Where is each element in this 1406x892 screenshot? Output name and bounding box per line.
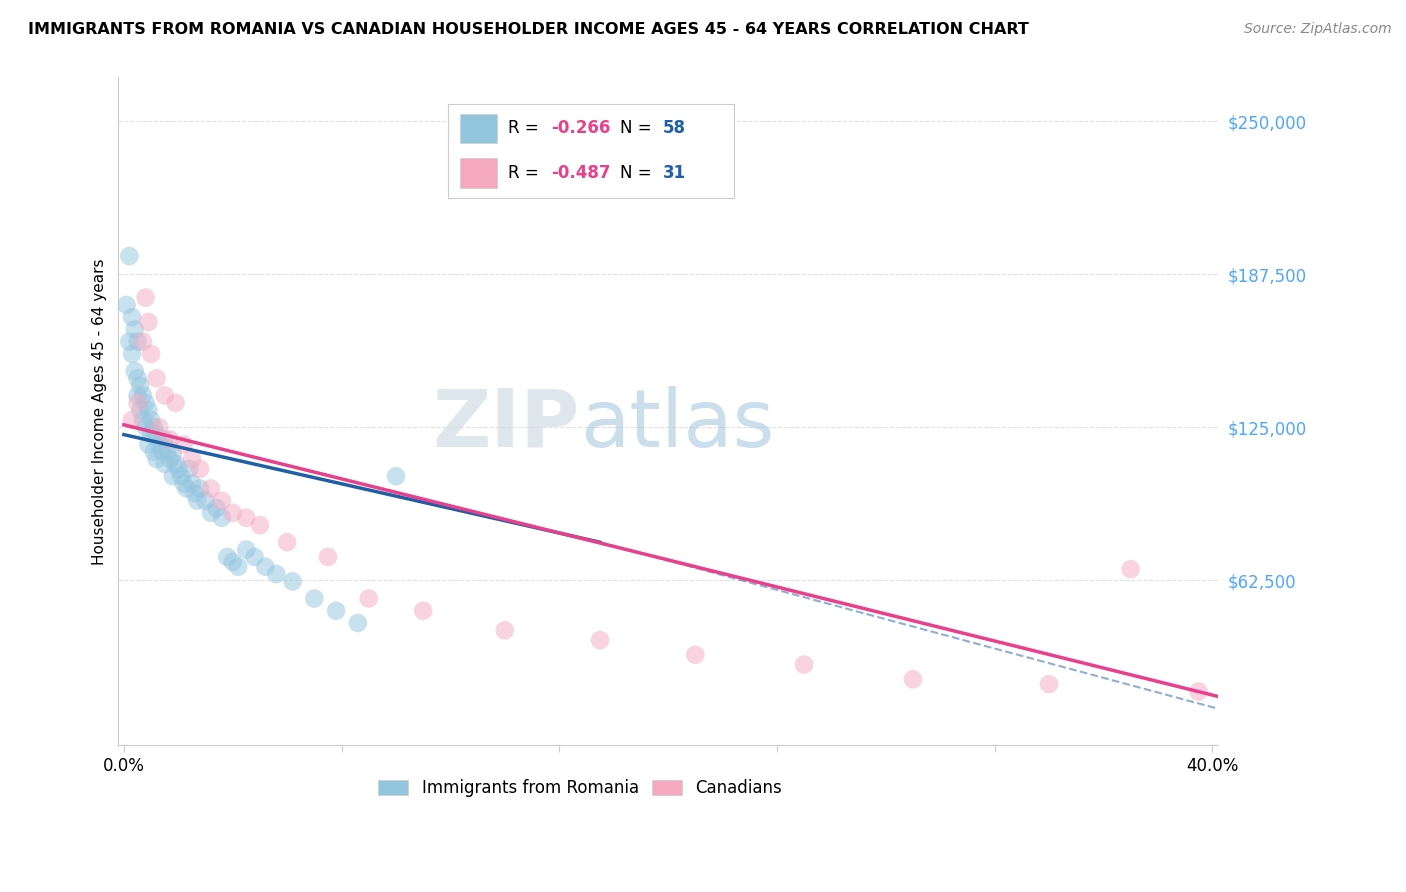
- Point: [148, 420, 170, 434]
- Point: [138, 315, 160, 329]
- Text: atlas: atlas: [581, 385, 775, 464]
- Point: [118, 249, 141, 263]
- Point: [145, 371, 167, 385]
- Point: [316, 549, 339, 564]
- Point: [148, 437, 170, 451]
- Point: [129, 403, 152, 417]
- Point: [124, 364, 146, 378]
- Point: [254, 559, 277, 574]
- Point: [183, 486, 205, 500]
- Point: [135, 420, 157, 434]
- Point: [153, 457, 176, 471]
- Point: [150, 444, 173, 458]
- Point: [304, 591, 326, 606]
- Point: [211, 510, 233, 524]
- Point: [226, 559, 249, 574]
- Point: [188, 482, 211, 496]
- Point: [139, 347, 162, 361]
- Point: [162, 469, 184, 483]
- Point: [180, 452, 202, 467]
- Point: [222, 506, 245, 520]
- Point: [173, 437, 195, 451]
- Point: [127, 396, 149, 410]
- Point: [129, 378, 152, 392]
- Point: [180, 476, 202, 491]
- Point: [249, 518, 271, 533]
- Point: [118, 334, 141, 349]
- Point: [142, 420, 165, 434]
- Point: [357, 591, 380, 606]
- Point: [115, 298, 138, 312]
- Point: [188, 462, 211, 476]
- Point: [121, 310, 143, 325]
- Point: [589, 633, 612, 648]
- Point: [162, 447, 184, 461]
- Point: [385, 469, 408, 483]
- Point: [142, 444, 165, 458]
- Point: [127, 371, 149, 385]
- Point: [1038, 677, 1060, 691]
- Point: [139, 413, 162, 427]
- Point: [683, 648, 706, 662]
- Point: [793, 657, 815, 672]
- Point: [153, 433, 176, 447]
- Point: [276, 535, 298, 549]
- Point: [145, 427, 167, 442]
- Point: [235, 542, 257, 557]
- Point: [243, 549, 266, 564]
- Point: [127, 388, 149, 402]
- Point: [159, 452, 181, 467]
- Point: [200, 482, 222, 496]
- Point: [124, 322, 146, 336]
- Point: [176, 482, 198, 496]
- Point: [264, 567, 287, 582]
- Point: [165, 457, 187, 471]
- Point: [167, 462, 190, 476]
- Point: [170, 469, 193, 483]
- Point: [281, 574, 304, 589]
- Point: [145, 452, 167, 467]
- Point: [325, 604, 347, 618]
- Point: [165, 396, 187, 410]
- Point: [200, 506, 222, 520]
- Text: ZIP: ZIP: [433, 385, 581, 464]
- Point: [132, 388, 155, 402]
- Y-axis label: Householder Income Ages 45 - 64 years: Householder Income Ages 45 - 64 years: [93, 258, 107, 565]
- Point: [135, 291, 157, 305]
- Point: [156, 442, 179, 457]
- Point: [494, 624, 516, 638]
- Point: [132, 413, 155, 427]
- Point: [121, 413, 143, 427]
- Point: [211, 493, 233, 508]
- Point: [412, 604, 434, 618]
- Point: [222, 555, 245, 569]
- Point: [153, 388, 176, 402]
- Point: [138, 403, 160, 417]
- Point: [127, 334, 149, 349]
- Point: [1188, 684, 1211, 698]
- Point: [159, 433, 181, 447]
- Point: [235, 510, 257, 524]
- Point: [121, 347, 143, 361]
- Point: [194, 493, 217, 508]
- Point: [132, 334, 155, 349]
- Point: [135, 396, 157, 410]
- Point: [173, 476, 195, 491]
- Point: [217, 549, 239, 564]
- Text: Source: ZipAtlas.com: Source: ZipAtlas.com: [1244, 22, 1392, 37]
- Point: [186, 493, 208, 508]
- Point: [901, 672, 924, 686]
- Legend: Immigrants from Romania, Canadians: Immigrants from Romania, Canadians: [371, 772, 789, 804]
- Text: IMMIGRANTS FROM ROMANIA VS CANADIAN HOUSEHOLDER INCOME AGES 45 - 64 YEARS CORREL: IMMIGRANTS FROM ROMANIA VS CANADIAN HOUS…: [28, 22, 1029, 37]
- Point: [205, 501, 228, 516]
- Point: [347, 615, 370, 630]
- Point: [179, 462, 201, 476]
- Point: [139, 427, 162, 442]
- Point: [1119, 562, 1142, 576]
- Point: [138, 437, 160, 451]
